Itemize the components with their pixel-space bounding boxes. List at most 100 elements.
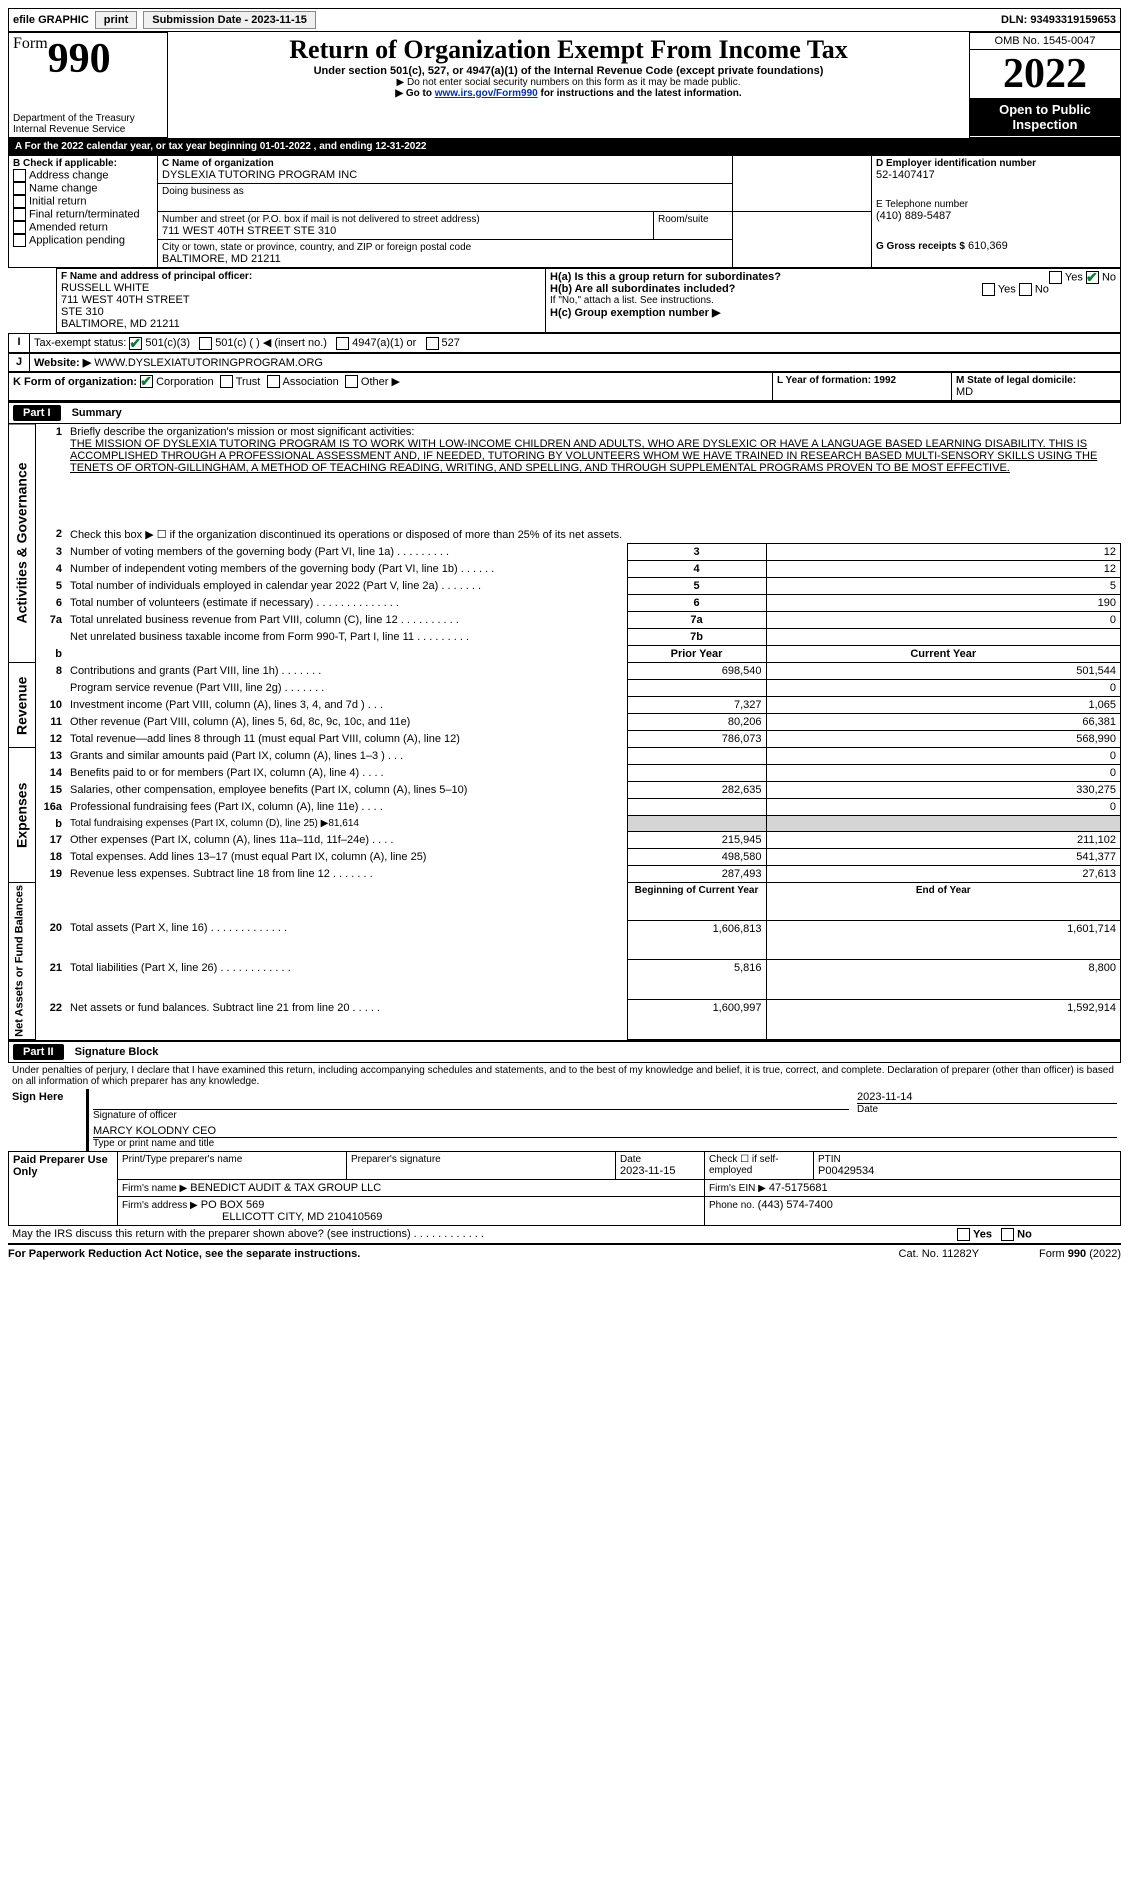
B-opt-address[interactable]: Address change — [13, 169, 153, 182]
row7b-t: Net unrelated business taxable income fr… — [66, 629, 627, 646]
city-state-zip: BALTIMORE, MD 21211 — [162, 253, 728, 265]
rev9-p — [627, 680, 766, 697]
efile-label: efile GRAPHIC — [13, 14, 89, 26]
net21-c: 8,800 — [766, 960, 1121, 1000]
sig-date: 2023-11-14 — [857, 1091, 1117, 1104]
K-opt1: Trust — [236, 376, 261, 388]
exp18-p: 498,580 — [627, 849, 766, 866]
Hb-label: H(b) Are all subordinates included? — [550, 283, 735, 295]
B-opt0: Address change — [29, 169, 109, 181]
I-opt1: 501(c) ( ) ◀ (insert no.) — [215, 337, 327, 349]
row3-v: 12 — [766, 544, 1121, 561]
prep-h1: Print/Type preparer's name — [118, 1151, 347, 1179]
firm-addr: PO BOX 569 — [201, 1199, 265, 1211]
E-label: E Telephone number — [876, 199, 1116, 210]
mission-text: THE MISSION OF DYSLEXIA TUTORING PROGRAM… — [70, 438, 1097, 474]
I-501c3-check[interactable] — [129, 337, 142, 350]
officer-l2: STE 310 — [61, 306, 541, 318]
vtab-revenue: Revenue — [9, 663, 36, 748]
net21-t: Total liabilities (Part X, line 26) . . … — [66, 960, 627, 1000]
partI-label: Part I — [13, 405, 61, 421]
officer-name: MARCY KOLODNY CEO — [93, 1125, 1117, 1138]
q2-num: 2 — [36, 526, 67, 544]
exp16a-p — [627, 799, 766, 816]
rev12-p: 786,073 — [627, 731, 766, 748]
net21-p: 5,816 — [627, 960, 766, 1000]
ein-label: Firm's EIN ▶ — [709, 1183, 766, 1194]
exp16b-c — [766, 816, 1121, 832]
rev10-p: 7,327 — [627, 697, 766, 714]
exp17-c: 211,102 — [766, 832, 1121, 849]
irs-link[interactable]: www.irs.gov/Form990 — [435, 88, 538, 99]
rev9-n — [36, 680, 67, 697]
B-opt-pending[interactable]: Application pending — [13, 234, 153, 247]
firm-ein: 47-5175681 — [769, 1182, 828, 1194]
exp14-n: 14 — [36, 765, 67, 782]
exp16a-t: Professional fundraising fees (Part IX, … — [66, 799, 627, 816]
rev12-c: 568,990 — [766, 731, 1121, 748]
discuss-text: May the IRS discuss this return with the… — [12, 1228, 484, 1240]
exp18-t: Total expenses. Add lines 13–17 (must eq… — [66, 849, 627, 866]
B-opt-amended[interactable]: Amended return — [13, 221, 153, 234]
rev11-c: 66,381 — [766, 714, 1121, 731]
B-opt5: Application pending — [29, 234, 125, 246]
row4-t: Number of independent voting members of … — [66, 561, 627, 578]
exp19-c: 27,613 — [766, 866, 1121, 883]
J-letter: J — [9, 353, 30, 371]
row3-box: 3 — [627, 544, 766, 561]
discuss-row: May the IRS discuss this return with the… — [8, 1226, 1121, 1243]
I-label: Tax-exempt status: — [34, 337, 126, 349]
print-button[interactable]: print — [95, 11, 137, 29]
B-opt-name[interactable]: Name change — [13, 182, 153, 195]
row7a-t: Total unrelated business revenue from Pa… — [66, 612, 627, 629]
submission-date-button[interactable]: Submission Date - 2023-11-15 — [143, 11, 316, 29]
room-label: Room/suite — [654, 212, 733, 240]
row7b-n — [36, 629, 67, 646]
partI-title: Summary — [72, 407, 122, 419]
firm-phone: (443) 574-7400 — [758, 1199, 833, 1211]
form-number: Form990 — [13, 35, 163, 83]
rev11-t: Other revenue (Part VIII, column (A), li… — [66, 714, 627, 731]
rev11-n: 11 — [36, 714, 67, 731]
footer-left: For Paperwork Reduction Act Notice, see … — [8, 1248, 360, 1260]
prep-h2: Preparer's signature — [347, 1151, 616, 1179]
row6-v: 190 — [766, 595, 1121, 612]
prep-date: 2023-11-15 — [620, 1165, 700, 1177]
row6-box: 6 — [627, 595, 766, 612]
form-subtitle3: ▶ Go to www.irs.gov/Form990 for instruct… — [172, 88, 965, 99]
D-label: D Employer identification number — [876, 158, 1116, 169]
exp16a-c: 0 — [766, 799, 1121, 816]
exp18-n: 18 — [36, 849, 67, 866]
omb-number: OMB No. 1545-0047 — [970, 33, 1120, 50]
rev9-t: Program service revenue (Part VIII, line… — [66, 680, 627, 697]
I-501c-check[interactable] — [199, 337, 212, 350]
col-current: Current Year — [766, 646, 1121, 663]
B-label: B Check if applicable: — [13, 158, 153, 169]
rev10-n: 10 — [36, 697, 67, 714]
exp16b-n: b — [36, 816, 67, 832]
tax-year: 2022 — [1003, 51, 1087, 97]
rev11-p: 80,206 — [627, 714, 766, 731]
ptin: P00429534 — [818, 1165, 1116, 1177]
phone-label: Phone no. — [709, 1200, 755, 1211]
row7a-v: 0 — [766, 612, 1121, 629]
col-begin: Beginning of Current Year — [627, 883, 766, 920]
rev8-n: 8 — [36, 663, 67, 680]
I-letter: I — [9, 334, 30, 353]
net20-t: Total assets (Part X, line 16) . . . . .… — [66, 920, 627, 960]
footer-cat: Cat. No. 11282Y — [899, 1248, 980, 1260]
form-subtitle2: ▶ Do not enter social security numbers o… — [172, 77, 965, 88]
rev12-n: 12 — [36, 731, 67, 748]
partI-header: Part I Summary — [8, 401, 1121, 424]
Hb-note: If "No," attach a list. See instructions… — [550, 295, 1116, 306]
K-corp-check[interactable] — [140, 375, 153, 388]
B-opt-final[interactable]: Final return/terminated — [13, 208, 153, 221]
exp19-p: 287,493 — [627, 866, 766, 883]
I-4947-check[interactable] — [336, 337, 349, 350]
K-opt2: Association — [283, 376, 339, 388]
footer-form: Form 990 (2022) — [1039, 1248, 1121, 1260]
I-527-check[interactable] — [426, 337, 439, 350]
B-opt-initial[interactable]: Initial return — [13, 195, 153, 208]
exp17-t: Other expenses (Part IX, column (A), lin… — [66, 832, 627, 849]
Ha-label: H(a) Is this a group return for subordin… — [550, 271, 781, 283]
